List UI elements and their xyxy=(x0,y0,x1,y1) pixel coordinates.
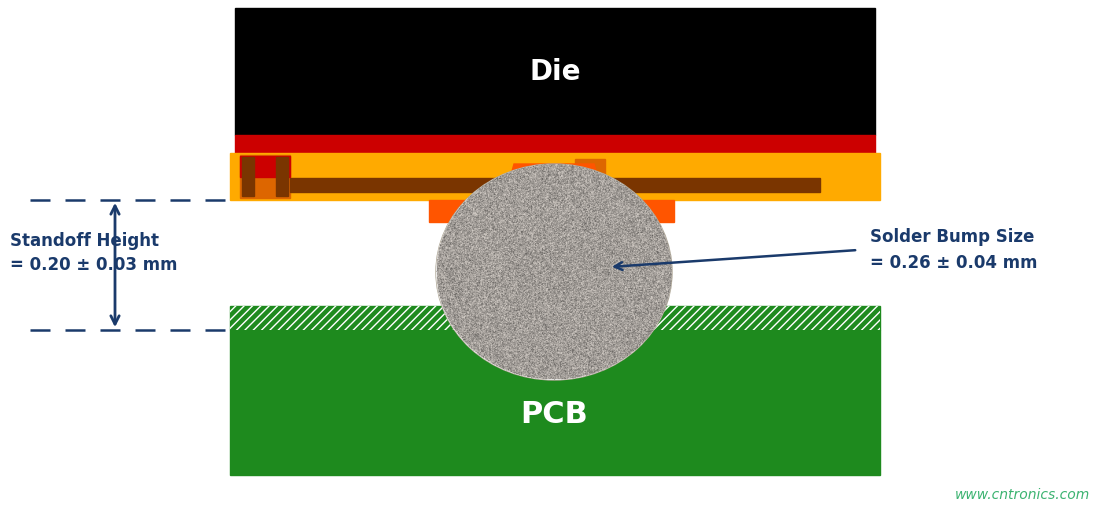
Bar xyxy=(633,306,881,330)
Bar xyxy=(240,156,289,177)
Bar xyxy=(230,306,475,330)
Bar xyxy=(235,135,875,153)
Bar xyxy=(242,157,254,196)
Bar xyxy=(235,8,875,135)
Bar xyxy=(604,200,674,222)
Ellipse shape xyxy=(436,164,672,380)
Bar xyxy=(240,155,289,198)
Text: Standoff Height
= 0.20 ± 0.03 mm: Standoff Height = 0.20 ± 0.03 mm xyxy=(10,231,177,275)
Bar xyxy=(574,159,606,196)
Text: Solder Bump Size
= 0.26 ± 0.04 mm: Solder Bump Size = 0.26 ± 0.04 mm xyxy=(869,228,1038,271)
Bar xyxy=(480,306,628,330)
Text: www.cntronics.com: www.cntronics.com xyxy=(955,488,1090,502)
Bar xyxy=(633,306,881,330)
Text: Die: Die xyxy=(529,58,581,85)
Text: PCB: PCB xyxy=(520,399,588,428)
Bar xyxy=(230,153,881,200)
Polygon shape xyxy=(503,164,604,200)
Bar xyxy=(230,306,475,330)
Bar xyxy=(276,157,288,196)
Bar xyxy=(230,330,881,475)
Bar xyxy=(289,178,820,192)
Bar xyxy=(429,200,499,222)
